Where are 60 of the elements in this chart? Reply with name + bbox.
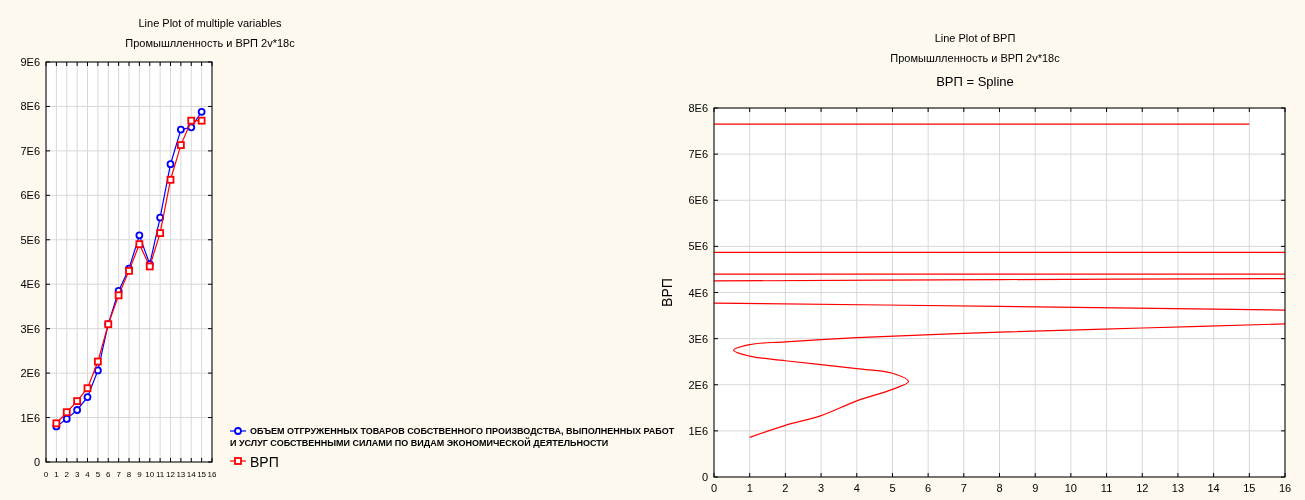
x-tick-label: 1: [746, 482, 753, 494]
y-tick-label: 4E6: [20, 278, 40, 291]
y-tick-label: 0: [33, 456, 40, 468]
y-axis-title: ВРП: [659, 278, 675, 307]
x-tick-label: 10: [145, 470, 155, 479]
x-tick-label: 13: [1171, 482, 1185, 494]
x-tick-label: 16: [207, 470, 217, 479]
y-tick-label: 6E6: [688, 194, 708, 207]
y-tick-label: 3E6: [20, 322, 40, 335]
chart-subtitle: Промышлленность и ВРП 2v*18c: [890, 52, 1061, 64]
y-tick-label: 1E6: [20, 411, 40, 424]
y-tick-label: 7E6: [688, 148, 708, 161]
y-tick-label: 9E6: [20, 56, 40, 68]
legend-label: ОБЪЕМ ОТГРУЖЕННЫХ ТОВАРОВ СОБСТВЕННОГО ПРОИЗВОДСТВА, ВЫПОЛНЕННЫХ РАБОТ И УСЛУГ СОБСТВЕННЫМИ СИЛАМИ ПО ВИДАМ ЭКОНОМИЧЕСКОЙ ДЕЯТЕЛЬНОСТИ: [230, 426, 675, 448]
x-tick-label: 2: [64, 470, 70, 479]
y-tick-label: 7E6: [20, 144, 40, 157]
x-tick-label: 6: [106, 470, 112, 479]
y-tick-label: 8E6: [688, 102, 708, 114]
x-tick-label: 8: [996, 482, 1003, 494]
x-tick-label: 3: [74, 470, 80, 479]
y-tick-label: 5E6: [20, 233, 40, 246]
legend-label: ВРП: [250, 454, 279, 470]
x-tick-label: 2: [782, 482, 789, 494]
text: ВРП = Spline: [936, 74, 1014, 89]
x-tick-label: 8: [126, 470, 132, 479]
x-tick-label: 4: [853, 482, 860, 494]
y-tick-label: 2E6: [688, 378, 708, 391]
x-tick-label: 9: [1032, 482, 1039, 494]
x-tick-label: 5: [889, 482, 896, 494]
y-tick-label: 1E6: [688, 424, 708, 437]
x-tick-label: 0: [43, 470, 49, 479]
x-tick-label: 1: [54, 470, 60, 479]
x-tick-label: 7: [116, 470, 122, 479]
x-tick-label: 10: [1064, 482, 1077, 494]
x-tick-label: 5: [95, 470, 101, 479]
y-tick-label: 5E6: [688, 240, 708, 253]
chart-title: Line Plot of ВРП: [934, 32, 1016, 44]
x-tick-label: 12: [1136, 482, 1149, 494]
x-tick-label: 15: [197, 470, 207, 479]
y-tick-label: 3E6: [688, 332, 708, 345]
y-tick-label: 6E6: [20, 189, 40, 202]
x-tick-label: 6: [925, 482, 932, 494]
x-tick-label: 12: [166, 470, 176, 479]
x-tick-label: 14: [1207, 482, 1220, 494]
x-tick-label: 11: [155, 470, 165, 479]
x-tick-label: 4: [85, 470, 91, 479]
chart-subtitle: Промышлленность и ВРП 2v*18c: [125, 37, 296, 49]
x-tick-label: 11: [1100, 482, 1113, 494]
chart-title: Line Plot of multiple variables: [138, 17, 283, 29]
x-tick-label: 16: [1278, 482, 1292, 494]
x-tick-label: 13: [176, 470, 186, 479]
x-tick-label: 15: [1243, 482, 1256, 494]
x-tick-label: 14: [186, 470, 197, 479]
x-tick-label: 9: [137, 470, 143, 479]
y-tick-label: 4E6: [688, 286, 708, 299]
x-tick-label: 0: [710, 482, 718, 494]
x-tick-label: 3: [818, 482, 825, 494]
y-tick-label: 2E6: [20, 367, 40, 380]
x-tick-label: 7: [960, 482, 967, 494]
y-tick-label: 8E6: [20, 100, 40, 113]
